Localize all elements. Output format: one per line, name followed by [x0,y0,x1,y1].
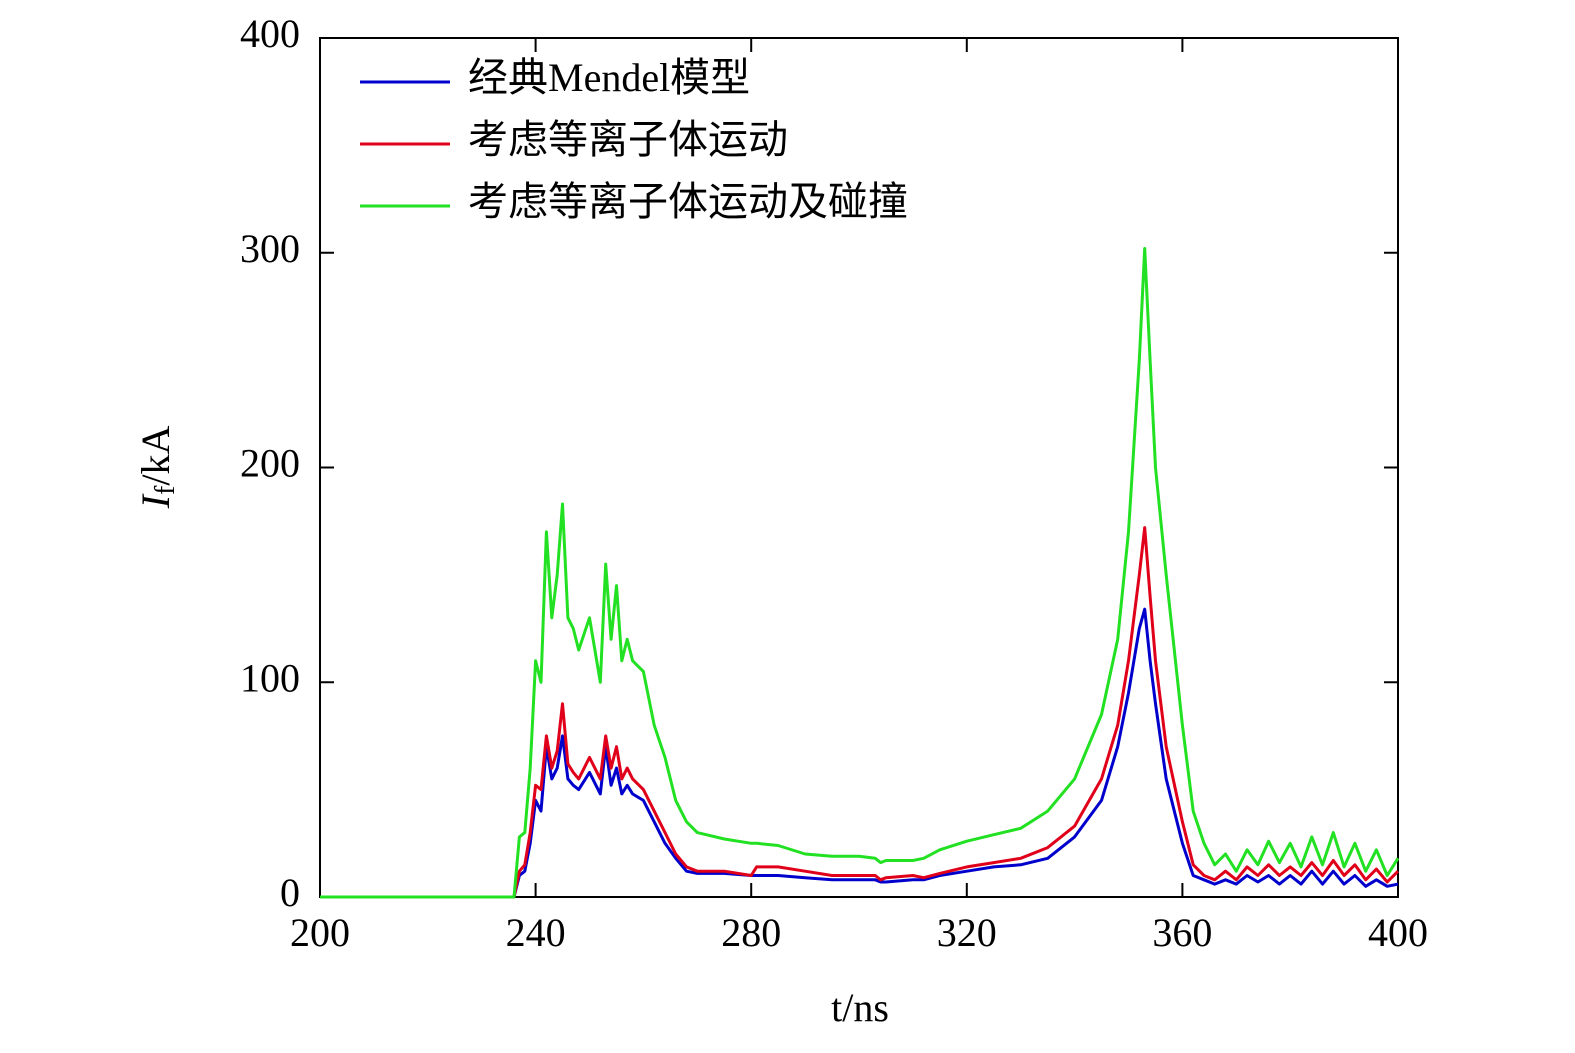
y-tick-label: 100 [240,655,300,700]
plot-frame [319,37,1399,898]
x-tick-label: 200 [290,910,350,955]
legend-label: 考虑等离子体运动及碰撞 [468,179,908,224]
y-axis-label-main: I [133,493,178,509]
legend-label: 经典Mendel模型 [468,55,750,100]
y-axis-label: If/kA [133,426,181,510]
x-tick-label: 320 [937,910,997,955]
series-line [320,247,1400,899]
y-axis-label-sub: f [150,485,181,495]
legend-label: 考虑等离子体运动 [468,117,788,162]
y-axis-label-rest: /kA [133,426,178,486]
x-tick-label: 400 [1368,910,1428,955]
y-tick-label: 300 [240,226,300,271]
y-tick-label: 0 [280,870,300,915]
x-axis-label: t/ns [831,985,889,1030]
y-tick-label: 400 [240,11,300,56]
x-tick-label: 360 [1152,910,1212,955]
y-tick-label: 200 [240,441,300,486]
x-tick-label: 240 [506,910,566,955]
x-tick-label: 280 [721,910,781,955]
series-line [320,607,1399,899]
series-line [320,526,1400,899]
